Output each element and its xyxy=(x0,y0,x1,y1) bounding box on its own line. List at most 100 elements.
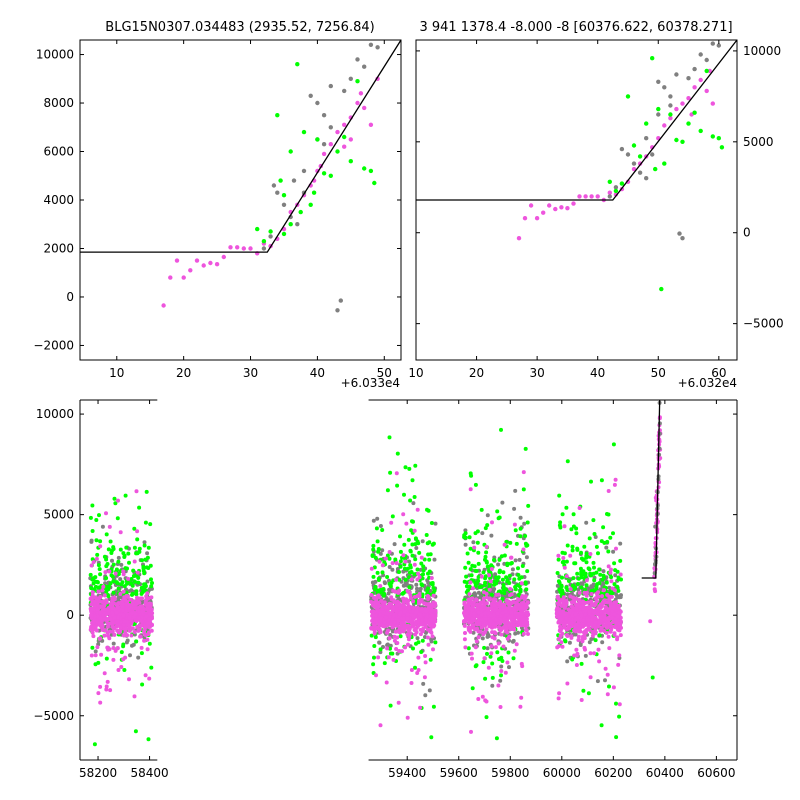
chart3-point-green xyxy=(592,565,596,570)
chart3-point-magenta xyxy=(407,590,412,595)
chart3-point-magenta xyxy=(604,630,609,635)
chart3-point-magenta xyxy=(462,623,467,628)
chart3-point-green xyxy=(517,576,522,581)
chart3-point-magenta xyxy=(104,600,109,605)
chart3-point-green xyxy=(137,549,142,554)
chart3-point-magenta xyxy=(99,652,104,657)
chart2-xtick-label: 40 xyxy=(590,366,605,380)
chart3-point-magenta xyxy=(110,629,115,634)
chart1-point-green xyxy=(275,113,280,118)
chart3-point-magenta xyxy=(554,611,559,616)
chart3-point-gray xyxy=(611,549,616,554)
chart3-point-gray xyxy=(128,653,132,658)
chart3-point-magenta xyxy=(597,659,602,664)
chart3-point-magenta xyxy=(93,653,98,658)
chart3-point-magenta xyxy=(431,624,436,629)
chart3-point-magenta xyxy=(496,683,501,688)
chart3-point-magenta xyxy=(605,617,610,622)
chart3-point-magenta xyxy=(588,675,593,680)
chart3-point-gray xyxy=(513,488,518,493)
chart3-point-magenta xyxy=(577,506,582,510)
chart3-point-green xyxy=(149,665,154,670)
chart2-point-gray xyxy=(656,112,661,117)
chart3-point-green xyxy=(395,451,400,456)
chart3-point-magenta xyxy=(394,603,399,608)
chart3-point-magenta xyxy=(470,623,475,628)
chart3-point-green xyxy=(129,581,134,586)
chart3-point-magenta xyxy=(582,645,587,650)
chart3-point-green xyxy=(373,587,377,592)
chart3-point-green xyxy=(115,581,120,586)
chart3-point-magenta xyxy=(483,617,488,621)
chart3-point-magenta xyxy=(609,567,613,572)
chart3-point-green xyxy=(105,562,110,566)
chart3-point-magenta xyxy=(564,600,569,605)
chart3-point-gray xyxy=(103,581,108,586)
chart3-point-magenta xyxy=(385,646,390,651)
chart3-point-green xyxy=(598,572,603,577)
chart3-point-magenta xyxy=(609,579,614,584)
chart3-point-green xyxy=(614,701,618,706)
chart3-point-green xyxy=(609,575,614,580)
chart3-point-gray xyxy=(145,579,150,584)
chart2-point-gray xyxy=(692,66,697,72)
chart3-point-green xyxy=(131,574,136,578)
chart3-point-green xyxy=(141,566,146,571)
chart2-point-gray xyxy=(631,161,637,166)
chart3-point-magenta xyxy=(90,630,95,635)
chart2-xtick-label: 10 xyxy=(408,366,423,380)
chart1-point-green xyxy=(328,173,333,178)
chart3-point-magenta xyxy=(562,524,567,529)
chart3-point-magenta xyxy=(394,561,399,566)
chart3-point-magenta xyxy=(567,610,572,615)
chart3-point-green xyxy=(495,650,500,655)
chart3-point-magenta xyxy=(512,623,517,628)
chart3-point-magenta xyxy=(475,622,480,627)
chart2-point-green xyxy=(653,166,658,172)
chart3-point-green xyxy=(587,536,592,541)
chart3-point-green xyxy=(136,580,141,585)
chart3-point-magenta xyxy=(656,485,661,490)
chart3-point-magenta xyxy=(607,597,612,602)
chart3-point-magenta xyxy=(389,602,394,607)
chart3-point-green xyxy=(123,493,128,498)
chart2-point-magenta xyxy=(692,85,697,90)
chart1-point-gray xyxy=(335,308,340,313)
chart3-point-green xyxy=(516,566,520,571)
chart2-point-gray xyxy=(686,76,691,81)
chart3-point-magenta xyxy=(583,629,588,634)
chart3-point-magenta xyxy=(107,629,112,634)
chart3-point-green xyxy=(132,526,137,531)
chart3-point-magenta xyxy=(117,628,122,633)
chart3-point-green xyxy=(408,498,413,503)
chart3-point-magenta xyxy=(602,598,607,603)
chart3-point-green xyxy=(127,560,131,565)
chart3-point-green xyxy=(426,552,431,557)
chart3-point-magenta xyxy=(519,581,524,586)
chart3-point-magenta xyxy=(124,612,129,617)
chart3-point-magenta xyxy=(100,588,105,593)
chart1-point-gray xyxy=(328,125,333,130)
chart3-point-magenta xyxy=(653,589,658,594)
chart1-point-magenta xyxy=(248,246,253,251)
chart3-point-green xyxy=(605,539,610,544)
chart3-point-magenta xyxy=(91,560,96,565)
chart3-point-gray xyxy=(136,655,141,660)
chart3-point-green xyxy=(572,587,577,591)
chart2-point-green xyxy=(644,121,649,126)
chart3-point-magenta xyxy=(479,574,484,579)
chart3-point-magenta xyxy=(492,597,497,602)
chart3-point-green xyxy=(613,568,618,573)
chart3-point-green xyxy=(605,512,609,516)
chart3-point-gray xyxy=(432,557,437,562)
chart3-point-green xyxy=(599,539,604,544)
chart3-point-green xyxy=(500,577,505,582)
chart3-point-green xyxy=(375,570,380,575)
chart1-point-green xyxy=(261,239,267,244)
chart3-point-green xyxy=(124,545,129,550)
chart3-point-green xyxy=(555,571,560,575)
chart3-xtick-label: 58400 xyxy=(130,766,168,780)
chart2-point-green xyxy=(668,112,673,117)
chart1-point-green xyxy=(281,231,287,237)
chart3-point-gray xyxy=(418,586,423,591)
